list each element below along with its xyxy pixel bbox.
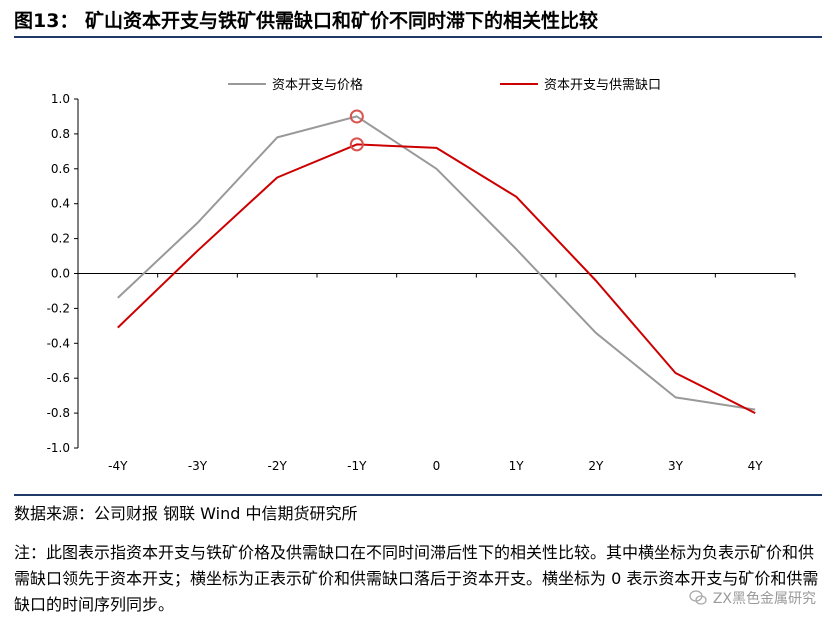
y-tick-label: 0.4	[51, 197, 70, 211]
x-tick-label: -4Y	[108, 459, 128, 473]
series-layer	[117, 115, 756, 414]
y-tick-label: 0.8	[51, 127, 70, 141]
y-tick-label: 0.6	[51, 162, 70, 176]
y-tick-label: 0.2	[51, 232, 70, 246]
x-tick-label: 0	[433, 459, 441, 473]
line-chart: 资本开支与价格 资本开支与供需缺口 1.0 0.8 0.6 0.4 0.2 0.0 -0.2 -…	[47, 77, 796, 473]
y-tick-label: 1.0	[51, 92, 70, 106]
highlight-circle	[349, 109, 364, 124]
x-tick-label: 4Y	[748, 459, 764, 473]
legend: 资本开支与价格 资本开支与供需缺口	[228, 77, 661, 93]
x-tick-label: -3Y	[188, 459, 208, 473]
y-tick-label: 0.0	[51, 267, 70, 281]
x-tick-label: 2Y	[588, 459, 604, 473]
axes: 1.0 0.8 0.6 0.4 0.2 0.0 -0.2 -0.4 -0.6 -0.8 -1.0 -4…	[47, 92, 796, 473]
wechat-icon	[689, 590, 707, 605]
y-tick-label: -0.4	[47, 336, 70, 350]
y-tick-label: -0.2	[47, 301, 70, 315]
figure-title: 图13： 矿山资本开支与铁矿供需缺口和矿价不同时滞下的相关性比较	[14, 10, 599, 32]
watermark: ZX黑色金属研究	[689, 588, 816, 608]
highlight-circle	[349, 137, 364, 152]
y-tick-label: -0.6	[47, 371, 70, 385]
title-divider	[14, 36, 822, 38]
x-tick-label: -2Y	[268, 459, 288, 473]
figure-note: 注：此图表示指资本开支与铁矿价格及供需缺口在不同时间滞后性下的相关性比较。其中横…	[14, 543, 819, 614]
source-divider	[14, 494, 822, 496]
x-tick-label: 1Y	[509, 459, 525, 473]
series-line-supply-gap	[117, 143, 756, 414]
watermark-text: ZX黑色金属研究	[712, 591, 816, 607]
data-source: 数据来源：公司财报 钢联 Wind 中信期货研究所	[14, 504, 358, 523]
x-tick-label: -1Y	[347, 459, 367, 473]
legend-label: 资本开支与供需缺口	[544, 78, 661, 93]
x-tick-label: 3Y	[668, 459, 684, 473]
legend-label: 资本开支与价格	[272, 77, 363, 93]
y-tick-label: -1.0	[47, 441, 70, 455]
highlight-markers	[349, 109, 364, 152]
series-line-price	[117, 115, 756, 411]
y-tick-label: -0.8	[47, 406, 70, 420]
